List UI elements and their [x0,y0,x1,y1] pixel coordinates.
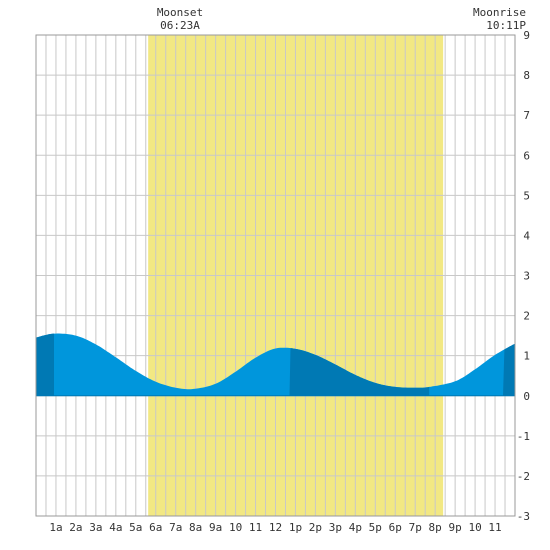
tide-area-shade [36,333,54,396]
y-tick-label: -1 [517,430,530,443]
y-tick-label: 9 [523,29,530,42]
x-tick-label: 2a [69,521,82,534]
x-tick-label: 5a [129,521,142,534]
x-tick-label: 4p [349,521,362,534]
x-tick-label: 3a [89,521,102,534]
x-tick-label: 1p [289,521,302,534]
x-tick-label: 12 [269,521,282,534]
x-tick-label: 2p [309,521,322,534]
x-tick-label: 10 [229,521,242,534]
y-tick-label: 2 [523,310,530,323]
x-tick-label: 11 [249,521,262,534]
plot-border [35,34,516,517]
moonrise-time: 10:11P [486,19,526,32]
x-tick-label: 8a [189,521,202,534]
x-tick-label: 9a [209,521,222,534]
y-tick-label: -2 [517,470,530,483]
x-tick-label: 5p [369,521,382,534]
tide-area-shade [289,348,430,396]
y-tick-label: 8 [523,69,530,82]
x-tick-label: 11 [488,521,501,534]
y-tick-label: 6 [523,149,530,162]
x-tick-label: 3p [329,521,342,534]
y-tick-label: 7 [523,109,530,122]
tide-area [36,333,515,397]
x-tick-label: 6a [149,521,162,534]
moonset-title: Moonset [157,6,203,19]
y-tick-label: 0 [523,390,530,403]
moonset-time: 06:23A [160,19,200,32]
moonrise-title: Moonrise [473,6,526,19]
y-tick-label: -3 [517,510,530,523]
x-tick-label: 6p [389,521,402,534]
y-tick-label: 3 [523,270,530,283]
tide-area-fill [36,333,515,396]
y-axis-ticks: 9 8 7 6 5 4 3 2 1 0 -1 -2 -3 [517,29,531,523]
x-axis-ticks: 1a 2a 3a 4a 5a 6a 7a 8a 9a 10 11 12 1p 2p 3p 4p 5p 6p 7p 8p… [49,521,501,534]
grid [36,34,515,517]
y-tick-label: 5 [523,189,530,202]
x-tick-label: 7a [169,521,182,534]
x-tick-label: 9p [449,521,462,534]
x-tick-label: 4a [109,521,122,534]
y-tick-label: 1 [523,350,530,363]
y-tick-label: 4 [523,229,530,242]
x-tick-label: 1a [49,521,62,534]
x-tick-label: 10 [468,521,481,534]
x-tick-label: 7p [409,521,422,534]
x-tick-label: 8p [429,521,442,534]
tide-area-shade [503,343,515,396]
